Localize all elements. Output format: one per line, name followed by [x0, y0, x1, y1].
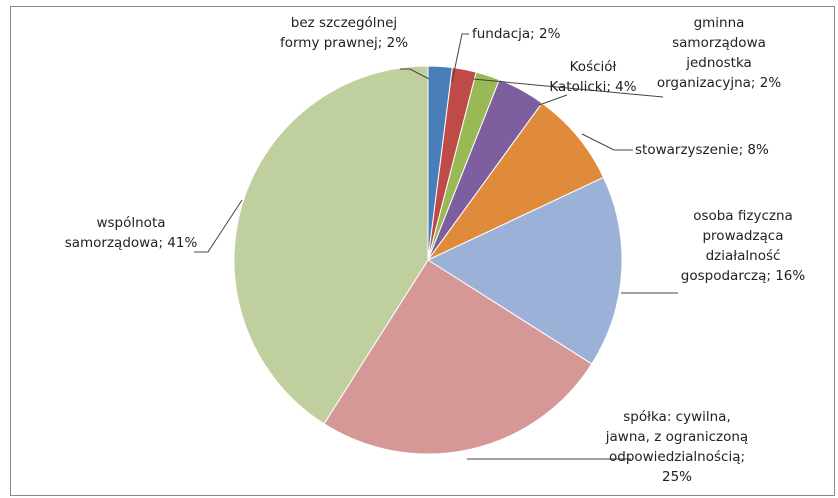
leader-line-wspolnota: [194, 199, 243, 253]
pie-slice-wspolnota: [233, 65, 429, 425]
chart-frame: bez szczególnej formy prawnej; 2% fundac…: [10, 6, 835, 496]
leader-line-bez-szczegolnej: [400, 68, 430, 80]
leader-line-fundacja: [451, 33, 469, 83]
slice-label-spolka: spółka: cywilna, jawna, z ograniczoną od…: [605, 409, 749, 485]
pie-slice-spolka: [323, 259, 593, 455]
slice-label-fundacja: fundacja; 2%: [472, 26, 561, 42]
slice-label-stowarzyszenie: stowarzyszenie; 8%: [635, 142, 769, 158]
leader-line-stowarzyszenie: [581, 133, 633, 151]
leader-line-gminna: [472, 78, 664, 98]
leader-line-kosciol: [538, 94, 568, 106]
slice-label-wspolnota: wspólnota samorządowa; 41%: [64, 215, 198, 251]
slice-label-kosciol: Kościół Katolicki; 4%: [549, 59, 637, 95]
slice-label-osoba-fizyczna: osoba fizyczna prowadząca działalność go…: [680, 208, 806, 284]
slice-label-bez-szczegolnej: bez szczególnej formy prawnej; 2%: [279, 15, 409, 51]
pie-slice-stowarzyszenie: [427, 102, 605, 261]
slice-label-gminna: gminna samorządowa jednostka organizacyj…: [656, 15, 782, 91]
pie-slice-osoba-fizyczna: [426, 176, 623, 365]
pie-chart: [194, 33, 678, 460]
